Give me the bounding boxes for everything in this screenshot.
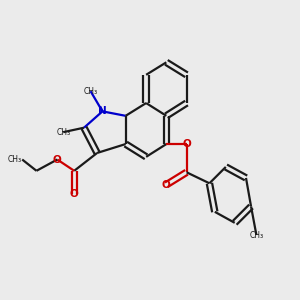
Text: CH₃: CH₃ — [56, 128, 70, 137]
Text: O: O — [162, 180, 171, 190]
Text: O: O — [182, 139, 191, 149]
Text: CH₃: CH₃ — [8, 155, 22, 164]
Text: CH₃: CH₃ — [249, 230, 263, 239]
Text: N: N — [98, 106, 107, 116]
Text: O: O — [53, 154, 62, 164]
Text: O: O — [70, 189, 79, 199]
Text: CH₃: CH₃ — [83, 87, 98, 96]
